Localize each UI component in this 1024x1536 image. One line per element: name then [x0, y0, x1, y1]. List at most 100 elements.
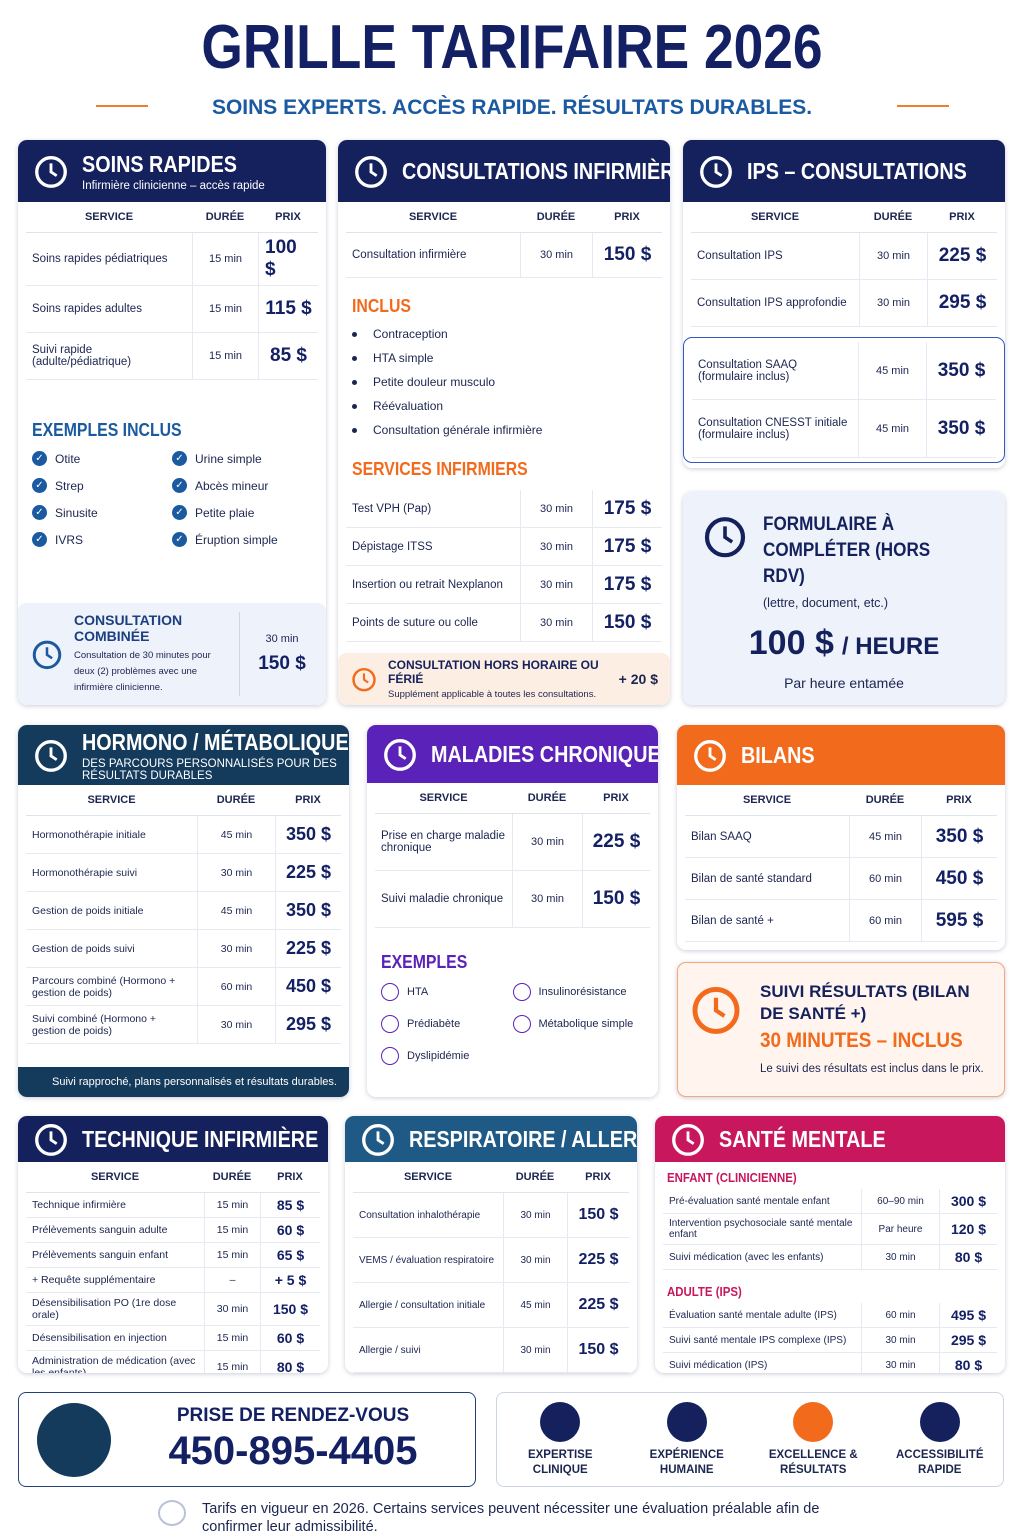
column-header: DURÉE [512, 783, 582, 814]
card-title: BILANS [741, 741, 815, 768]
icon [32, 152, 70, 190]
duration: 15 min [204, 1351, 260, 1373]
service-name: Test VPH (Pap) [346, 490, 520, 528]
section-title: EXEMPLES [381, 952, 468, 972]
examples: ✓ Otite ✓ Urine simple ✓ Strep ✓ Abcès mineur ✓ S… [32, 451, 312, 547]
form-head: FORMULAIRE À COMPLÉTER (HORS RDV) (lettre… [683, 492, 1005, 610]
price: 65 $ [260, 1243, 320, 1268]
example-text: HTA [407, 986, 429, 998]
icon [701, 512, 749, 560]
title: GRILLE TARIFAIRE 2026 [201, 13, 823, 82]
service-name: Soins rapides pédiatriques [26, 233, 192, 286]
example: Dyslipidémie [381, 1047, 513, 1065]
duration: 30 min [520, 233, 592, 278]
surcharge-price: + 20 $ [618, 671, 658, 687]
price-table: SERVICE DURÉE PRIX Prise en charge maladie … [375, 783, 650, 928]
item-text: Réévaluation [373, 399, 444, 413]
example-text: Insulinorésistance [538, 986, 627, 998]
price-table: SERVICE DURÉE PRIX Hormonothérapie initiale… [26, 785, 341, 1044]
value-item: EXPERTISE CLINIQUE [505, 1401, 615, 1478]
example: ✓ Otite [32, 451, 172, 466]
price: 150 $ [592, 604, 662, 642]
price: 450 $ [921, 858, 997, 900]
service-name: Suivi rapide (adulte/pédiatrique) [26, 333, 192, 380]
service-name: Consultation SAAQ (formulaire inclus) [692, 342, 858, 400]
section-title: SERVICES INFIRMIERS [352, 459, 528, 479]
bullet [352, 355, 357, 361]
icon [669, 1120, 707, 1158]
column-header: PRIX [275, 785, 341, 816]
combined-title: CONSULTATION COMBINÉE [74, 612, 183, 644]
example-text: IVRS [55, 532, 84, 547]
surcharge-title: CONSULTATION HORS HORAIRE OU FÉRIÉ [388, 658, 599, 686]
example-icon [512, 983, 531, 1001]
example: ✓ Urine simple [172, 451, 312, 466]
footer: Tarifs en vigueur en 2026. Certains serv… [158, 1500, 858, 1536]
duration: 30 min [520, 528, 592, 566]
service-name: Consultation infirmière [346, 233, 520, 278]
value-item: EXCELLENCE & RÉSULTATS [758, 1401, 868, 1478]
values: EXPERTISE CLINIQUE EXPÉRIENCE HUMAINE EXCE… [496, 1392, 1004, 1487]
booking-text: PRISE DE RENDEZ-VOUS 450-895-4405 [131, 1405, 475, 1474]
service-name: Suivi médication (IPS) [663, 1353, 861, 1373]
card: HORMONO / MÉTABOLIQUE DES PARCOURS PERSON… [18, 725, 349, 1097]
column-header: DURÉE [503, 1162, 567, 1193]
duration: 30 min [197, 854, 275, 892]
example: ✓ Sinusite [32, 505, 172, 520]
section-title: INCLUS [352, 296, 411, 316]
card: SOINS RAPIDES Infirmière clinicienne – ac… [18, 140, 326, 705]
card-header: HORMONO / MÉTABOLIQUE DES PARCOURS PERSON… [18, 725, 349, 785]
example: ✓ Strep [32, 478, 172, 493]
phone: 450-895-4405 [168, 1429, 418, 1473]
icon [691, 736, 729, 774]
value-text: EXPÉRIENCE HUMAINE [649, 1448, 724, 1476]
duration: 30 min [859, 233, 927, 280]
price-table: SERVICE DURÉE PRIX Consultation inhalothéra… [353, 1162, 629, 1373]
column-header: PRIX [260, 1162, 320, 1193]
check: ✓ [172, 505, 187, 520]
service-name: Bilan de santé + [685, 900, 849, 942]
service-name: Désensibilisation PO (1re dose orale) [26, 1293, 204, 1326]
price: 225 $ [275, 930, 341, 968]
price: 120 $ [939, 1214, 997, 1245]
service-name: Allergie / suivi [353, 1328, 503, 1373]
duration: 45 min [503, 1283, 567, 1328]
price: 350 $ [921, 816, 997, 858]
check: ✓ [32, 505, 47, 520]
duration: 30 min [512, 814, 582, 871]
bullet [352, 379, 357, 385]
service-name: Pré-évaluation santé mentale enfant [663, 1189, 861, 1214]
service-name: Consultation IPS approfondie [691, 280, 859, 327]
price: 350 $ [926, 342, 996, 400]
service-name: Désensibilisation en injection [26, 1326, 204, 1351]
price: 85 $ [260, 1193, 320, 1218]
price: 85 $ [258, 333, 318, 380]
card-title: IPS – CONSULTATIONS [747, 157, 967, 184]
duration: 45 min [858, 400, 926, 458]
icon [359, 1120, 397, 1158]
price: 100 $ [258, 233, 318, 286]
value-icon [793, 1401, 834, 1442]
example-text: Dyslipidémie [407, 1050, 470, 1062]
price-table: Pré-évaluation santé mentale enfant 60–90… [663, 1189, 997, 1270]
duration: 15 min [204, 1326, 260, 1351]
column-header: PRIX [258, 202, 318, 233]
service-name: Parcours combiné (Hormono + gestion de p… [26, 968, 197, 1006]
price-table: Test VPH (Pap) 30 min 175 $ Dépistage ITSS 3… [346, 490, 662, 642]
surcharge-text: CONSULTATION HORS HORAIRE OU FÉRIÉ Supplé… [388, 658, 609, 700]
price: 295 $ [275, 1006, 341, 1044]
service-name: Prélèvements sanguin enfant [26, 1243, 204, 1268]
card: IPS – CONSULTATIONS SERVICE DURÉE PRIX Consu… [683, 140, 1005, 468]
bullet [352, 331, 357, 337]
card-header: TECHNIQUE INFIRMIÈRE [18, 1116, 328, 1162]
included-item: Consultation générale infirmière [352, 423, 656, 437]
header-text: SANTÉ MENTALE [719, 1126, 913, 1153]
duration: 15 min [192, 286, 258, 333]
card-subtitle: Infirmière clinicienne – accès rapide [82, 179, 265, 192]
example: ✓ IVRS [32, 532, 172, 547]
column-header: PRIX [927, 202, 997, 233]
